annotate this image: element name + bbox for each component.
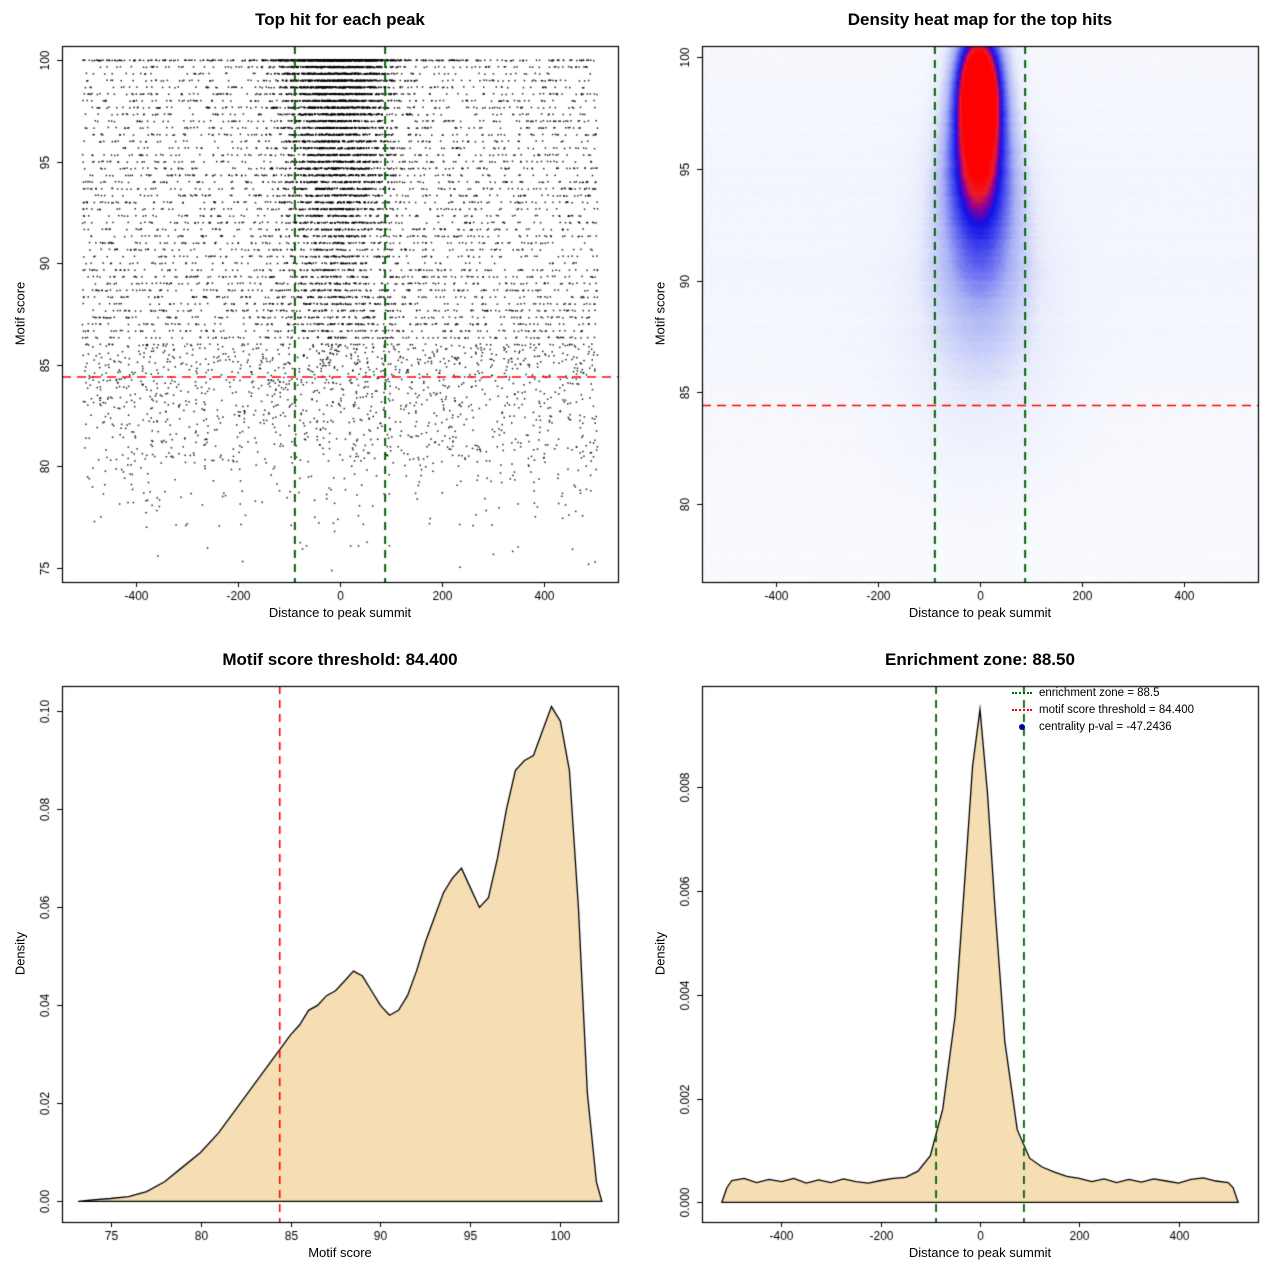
x-axis-label: Motif score (308, 1245, 372, 1260)
panel-title: Top hit for each peak (255, 10, 425, 29)
panel-title: Enrichment zone: 88.50 (885, 650, 1075, 669)
legend-entry-enrichment-zone: enrichment zone = 88.5 (1012, 684, 1194, 701)
dotted-line-icon (1012, 708, 1032, 711)
legend: enrichment zone = 88.5 motif score thres… (1012, 684, 1194, 735)
x-axis-label: Distance to peak summit (908, 605, 1052, 620)
legend-label: centrality p-val = -47.2436 (1039, 720, 1172, 733)
x-axis-label: Distance to peak summit (268, 605, 412, 620)
panel-enrichment-zone-density: Enrichment zone: 88.50 Distance to peak … (640, 640, 1280, 1280)
y-axis-label: Motif score (652, 281, 668, 346)
point-marker-icon (1019, 723, 1025, 730)
legend-label: enrichment zone = 88.5 (1039, 686, 1160, 699)
scatter-plot-canvas (0, 0, 640, 640)
panel-title: Density heat map for the top hits (847, 10, 1113, 29)
distance-density-plot-canvas (640, 640, 1280, 1280)
legend-entry-centrality-pval: centrality p-val = -47.2436 (1012, 718, 1194, 735)
panel-top-hits-scatter: Top hit for each peak Distance to peak s… (0, 0, 640, 640)
dotted-line-icon (1012, 691, 1032, 694)
heatmap-plot-canvas (640, 0, 1280, 640)
score-density-plot-canvas (0, 640, 640, 1280)
legend-label: motif score threshold = 84.400 (1039, 703, 1195, 716)
panel-density-heatmap: Density heat map for the top hits Distan… (640, 0, 1280, 640)
x-axis-label: Distance to peak summit (908, 1245, 1052, 1260)
panel-title: Motif score threshold: 84.400 (222, 650, 458, 669)
panel-motif-score-density: Motif score threshold: 84.400 Motif scor… (0, 640, 640, 1280)
legend-entry-score-threshold: motif score threshold = 84.400 (1012, 701, 1194, 718)
y-axis-label: Density (652, 931, 668, 976)
y-axis-label: Motif score (12, 281, 28, 346)
y-axis-label: Density (12, 931, 28, 976)
